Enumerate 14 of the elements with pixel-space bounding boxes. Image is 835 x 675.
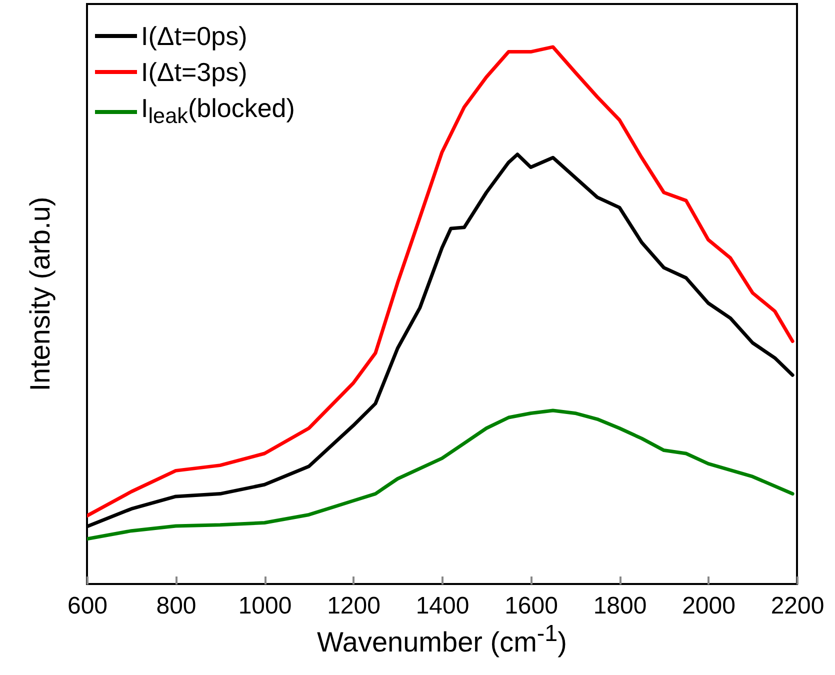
x-tick-label: 800	[156, 592, 196, 620]
y-axis-title: Intensity (arb.u)	[24, 196, 56, 392]
x-tick-label: 1200	[327, 592, 380, 620]
x-tick-label: 1800	[593, 592, 647, 620]
x-tick-label: 1600	[504, 592, 558, 620]
legend-label: I$_{leak}$(blocked)	[141, 92, 295, 130]
x-axis-title: Wavenumber (cm$^{-1}$)	[316, 620, 568, 658]
x-tick-label: 1000	[238, 592, 292, 620]
x-tick-label: 2000	[682, 592, 736, 620]
legend-label: I(Δt=0ps)	[141, 20, 248, 53]
x-tick-label: 1400	[416, 592, 470, 620]
x-tick-label: 600	[67, 592, 108, 620]
legend-label: I(Δt=3ps)	[141, 56, 248, 89]
x-tick-label: 2200	[770, 592, 824, 620]
